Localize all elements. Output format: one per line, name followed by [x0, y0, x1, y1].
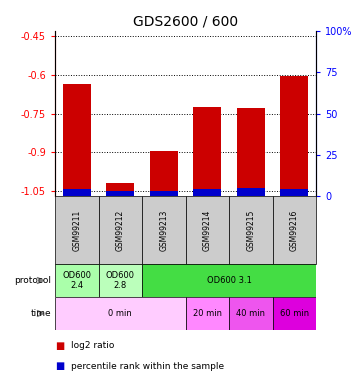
- Text: OD600
2.4: OD600 2.4: [62, 271, 91, 290]
- Text: GSM99212: GSM99212: [116, 209, 125, 251]
- Bar: [55, 297, 186, 330]
- Bar: [273, 297, 316, 330]
- Text: GSM99213: GSM99213: [159, 209, 168, 251]
- Bar: [62, 189, 91, 196]
- Bar: [149, 191, 178, 196]
- Text: GSM99214: GSM99214: [203, 209, 212, 251]
- Bar: [142, 196, 186, 264]
- Bar: [280, 76, 308, 196]
- Text: GSM99215: GSM99215: [246, 209, 255, 251]
- Text: GSM99216: GSM99216: [290, 209, 299, 251]
- Title: GDS2600 / 600: GDS2600 / 600: [133, 15, 238, 28]
- Bar: [236, 188, 265, 196]
- Bar: [106, 183, 134, 196]
- Text: time: time: [31, 309, 51, 318]
- Bar: [229, 297, 273, 330]
- Text: ■: ■: [55, 362, 64, 371]
- Bar: [99, 264, 142, 297]
- Text: protocol: protocol: [14, 276, 51, 285]
- Bar: [193, 189, 221, 196]
- Bar: [149, 151, 178, 196]
- Text: OD600
2.8: OD600 2.8: [106, 271, 135, 290]
- Bar: [186, 196, 229, 264]
- Text: GSM99211: GSM99211: [72, 209, 81, 251]
- Text: 40 min: 40 min: [236, 309, 265, 318]
- Bar: [142, 264, 316, 297]
- Text: OD600 3.1: OD600 3.1: [206, 276, 252, 285]
- Bar: [55, 196, 99, 264]
- Bar: [280, 189, 308, 196]
- Text: percentile rank within the sample: percentile rank within the sample: [71, 362, 225, 371]
- Bar: [106, 191, 134, 196]
- Bar: [236, 108, 265, 196]
- Text: 0 min: 0 min: [108, 309, 132, 318]
- Bar: [99, 196, 142, 264]
- Text: ■: ■: [55, 341, 64, 351]
- Text: log2 ratio: log2 ratio: [71, 341, 115, 350]
- Text: 20 min: 20 min: [193, 309, 222, 318]
- Bar: [62, 84, 91, 196]
- Bar: [273, 196, 316, 264]
- Bar: [229, 196, 273, 264]
- Bar: [186, 297, 229, 330]
- Bar: [193, 107, 221, 196]
- Bar: [55, 264, 99, 297]
- Text: 60 min: 60 min: [280, 309, 309, 318]
